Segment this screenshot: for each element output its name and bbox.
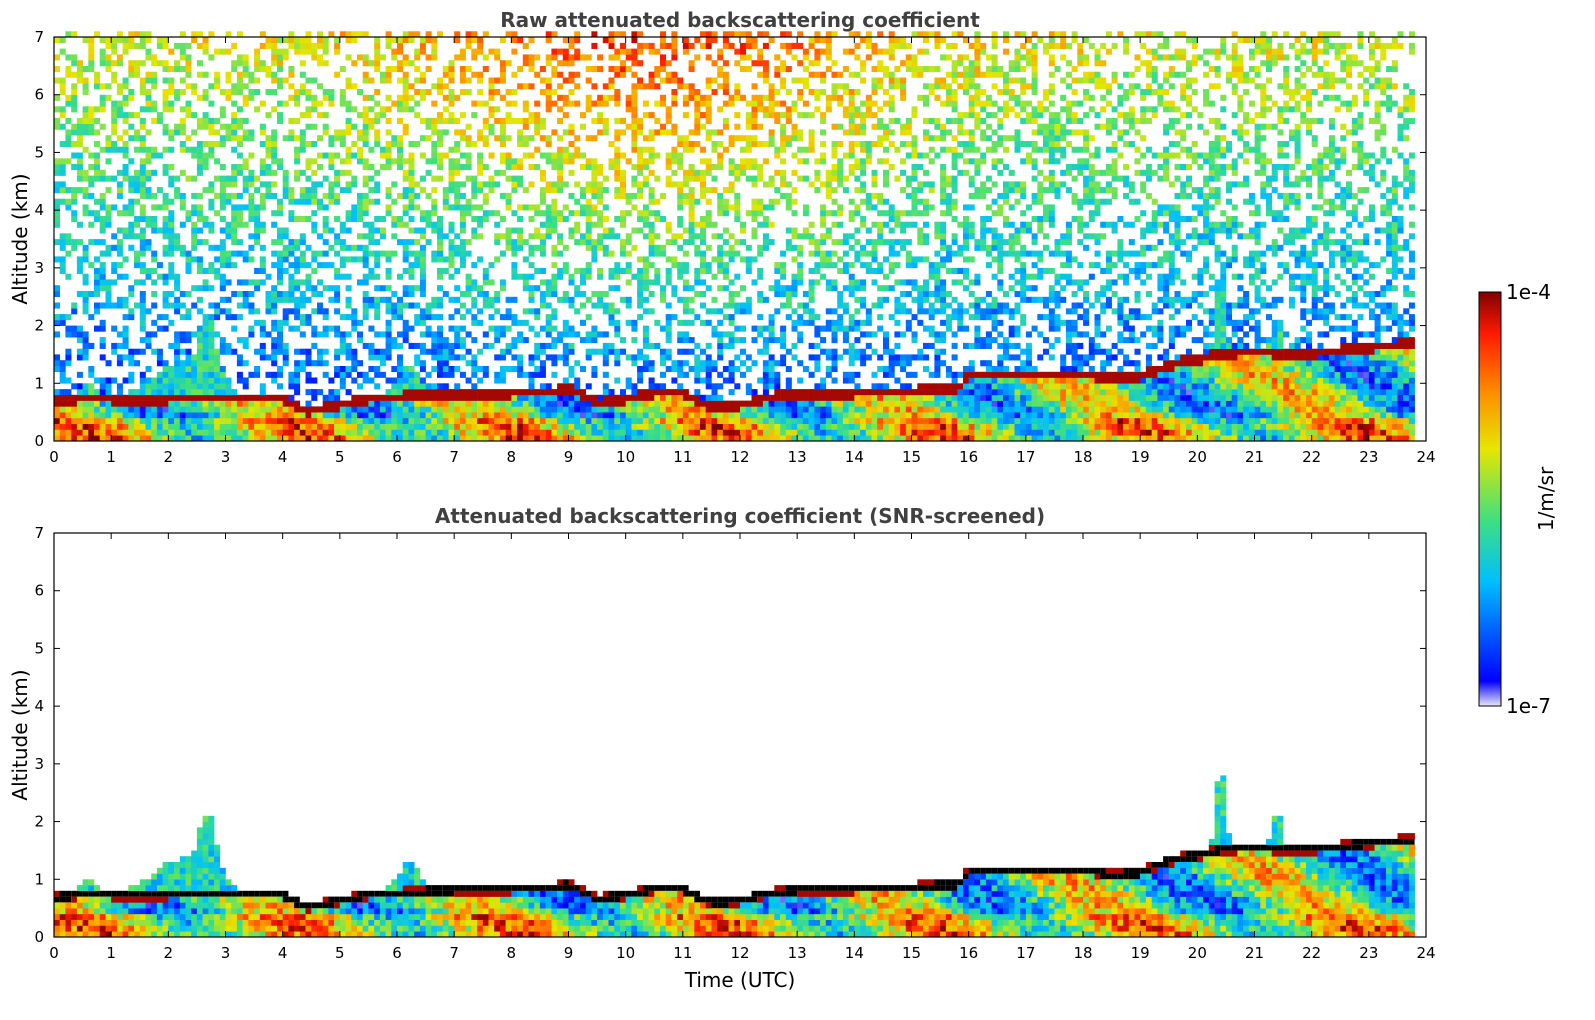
x-tick-label: 24 — [1416, 944, 1435, 962]
y-tick-label: 2 — [34, 317, 44, 335]
panel-raw: Raw attenuated backscattering coefficien… — [8, 8, 1436, 466]
x-tick-label: 13 — [788, 944, 807, 962]
y-axis-label: Altitude (km) — [8, 669, 32, 800]
x-tick-label: 11 — [673, 944, 692, 962]
x-tick-label: 0 — [49, 944, 59, 962]
x-tick-label: 1 — [106, 448, 116, 466]
x-tick-label: 7 — [449, 448, 459, 466]
y-tick-label: 6 — [34, 86, 44, 104]
x-tick-label: 6 — [392, 944, 402, 962]
y-tick-label: 7 — [34, 28, 44, 46]
x-tick-label: 5 — [335, 944, 345, 962]
x-tick-label: 8 — [507, 944, 517, 962]
x-tick-label: 19 — [1131, 448, 1150, 466]
y-tick-label: 0 — [34, 432, 44, 450]
y-tick-label: 5 — [34, 143, 44, 161]
x-tick-label: 7 — [449, 944, 459, 962]
x-tick-label: 14 — [845, 448, 864, 466]
x-tick-label: 21 — [1245, 944, 1264, 962]
x-tick-label: 1 — [106, 944, 116, 962]
x-tick-label: 12 — [730, 448, 749, 466]
colorbar-max-label: 1e-4 — [1506, 280, 1551, 304]
x-tick-label: 10 — [616, 944, 635, 962]
plot-area-raw — [54, 31, 1415, 442]
x-tick-label: 23 — [1359, 944, 1378, 962]
x-tick-label: 18 — [1073, 944, 1092, 962]
chart-title: Attenuated backscattering coefficient (S… — [435, 504, 1045, 528]
x-tick-label: 21 — [1245, 448, 1264, 466]
y-axis-ticks: 0 1 2 3 4 5 6 7 — [34, 28, 1426, 450]
x-tick-label: 11 — [673, 448, 692, 466]
colorbar: 1e-4 1e-7 1/m/sr — [1478, 280, 1558, 718]
x-tick-label: 3 — [221, 944, 231, 962]
x-tick-label: 4 — [278, 448, 288, 466]
x-tick-label: 3 — [221, 448, 231, 466]
x-tick-label: 15 — [902, 944, 921, 962]
x-tick-label: 8 — [507, 448, 517, 466]
x-tick-label: 10 — [616, 448, 635, 466]
x-tick-label: 12 — [730, 944, 749, 962]
colorbar-gradient — [1478, 291, 1502, 707]
y-tick-label: 0 — [34, 928, 44, 946]
y-tick-label: 4 — [34, 697, 44, 715]
y-tick-label: 1 — [34, 374, 44, 392]
x-tick-label: 19 — [1131, 944, 1150, 962]
x-tick-label: 23 — [1359, 448, 1378, 466]
y-tick-label: 3 — [34, 259, 44, 277]
chart-title: Raw attenuated backscattering coefficien… — [500, 8, 980, 32]
x-tick-label: 20 — [1188, 448, 1207, 466]
colorbar-min-label: 1e-7 — [1506, 694, 1551, 718]
y-tick-label: 5 — [34, 639, 44, 657]
y-axis-ticks: 0 1 2 3 4 5 6 7 — [34, 524, 1426, 946]
y-tick-label: 7 — [34, 524, 44, 542]
x-axis-ticks: 0 1 2 3 4 5 6 7 8 9 10 11 12 13 14 15 16 17 18 19 20 21 22 23 24 — [49, 37, 1436, 466]
plot-area-screened — [54, 775, 1415, 938]
x-tick-label: 17 — [1016, 944, 1035, 962]
x-tick-label: 13 — [788, 448, 807, 466]
y-tick-label: 6 — [34, 582, 44, 600]
x-axis-ticks: 0 1 2 3 4 5 6 7 8 9 10 11 12 13 14 15 16 17 18 19 20 21 22 23 24 — [49, 533, 1436, 962]
x-tick-label: 14 — [845, 944, 864, 962]
x-tick-label: 9 — [564, 944, 574, 962]
x-tick-label: 2 — [164, 944, 174, 962]
x-tick-label: 0 — [49, 448, 59, 466]
x-tick-label: 16 — [959, 944, 978, 962]
colorbar-unit-label: 1/m/sr — [1534, 466, 1558, 531]
x-tick-label: 15 — [902, 448, 921, 466]
x-tick-label: 22 — [1302, 944, 1321, 962]
y-axis-label: Altitude (km) — [8, 173, 32, 304]
x-tick-label: 16 — [959, 448, 978, 466]
x-tick-label: 2 — [164, 448, 174, 466]
x-tick-label: 5 — [335, 448, 345, 466]
x-tick-label: 4 — [278, 944, 288, 962]
x-tick-label: 24 — [1416, 448, 1435, 466]
y-tick-label: 2 — [34, 813, 44, 831]
y-tick-label: 3 — [34, 755, 44, 773]
x-tick-label: 22 — [1302, 448, 1321, 466]
x-tick-label: 18 — [1073, 448, 1092, 466]
y-tick-label: 4 — [34, 201, 44, 219]
x-tick-label: 6 — [392, 448, 402, 466]
x-axis-label: Time (UTC) — [684, 968, 796, 992]
x-tick-label: 9 — [564, 448, 574, 466]
y-tick-label: 1 — [34, 870, 44, 888]
panel-screened: Attenuated backscattering coefficient (S… — [8, 504, 1436, 992]
x-tick-label: 20 — [1188, 944, 1207, 962]
x-tick-label: 17 — [1016, 448, 1035, 466]
